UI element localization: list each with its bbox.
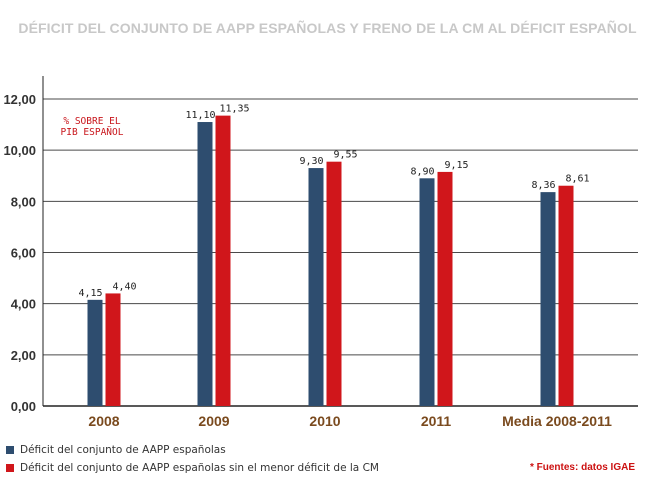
data-label-series-1: 11,10: [185, 110, 215, 121]
y-tick-label: 0,00: [11, 399, 36, 414]
data-label-series-2: 11,35: [219, 104, 249, 115]
x-tick-label: 2011: [421, 413, 452, 429]
legend-label-series-1: Déficit del conjunto de AAPP españolas: [20, 444, 226, 456]
bar-series-2: [437, 171, 453, 406]
bar-series-2: [558, 185, 574, 406]
y-tick-label: 4,00: [11, 297, 36, 312]
y-tick-label: 12,00: [3, 92, 36, 107]
annotation-label: PIB ESPAÑOL: [61, 127, 124, 138]
source-note: * Fuentes: datos IGAE: [529, 462, 635, 473]
x-tick-label: 2008: [88, 413, 119, 429]
data-label-series-2: 9,55: [333, 150, 357, 161]
y-tick-label: 8,00: [11, 194, 36, 209]
bar-series-1: [419, 178, 435, 406]
x-tick-label: Media 2008-2011: [502, 413, 612, 429]
data-label-series-1: 9,30: [299, 156, 323, 167]
data-label-series-1: 4,15: [78, 288, 102, 299]
bar-series-1: [197, 122, 213, 407]
bar-series-2: [215, 115, 231, 407]
bar-series-2: [326, 161, 342, 406]
legend-swatch-series-1: [6, 446, 14, 454]
y-tick-label: 10,00: [3, 143, 36, 158]
data-label-series-2: 4,40: [112, 281, 136, 292]
legend-item-series-2: Déficit del conjunto de AAPP españolas s…: [6, 462, 379, 474]
y-tick-label: 6,00: [11, 246, 36, 261]
legend-swatch-series-2: [6, 464, 14, 472]
data-label-series-1: 8,36: [531, 180, 555, 191]
data-label-series-1: 8,90: [410, 166, 434, 177]
bar-series-1: [87, 299, 103, 406]
bar-series-1: [540, 192, 556, 406]
x-tick-label: 2010: [309, 413, 340, 429]
legend-label-series-2: Déficit del conjunto de AAPP españolas s…: [20, 462, 379, 474]
x-tick-label: 2009: [198, 413, 229, 429]
bar-series-1: [308, 168, 324, 406]
data-label-series-2: 8,61: [565, 174, 589, 185]
y-tick-label: 2,00: [11, 348, 36, 363]
data-label-series-2: 9,15: [444, 160, 468, 171]
legend-item-series-1: Déficit del conjunto de AAPP españolas: [6, 444, 226, 456]
bar-series-2: [105, 293, 121, 406]
annotation-label: % SOBRE EL: [63, 116, 120, 127]
chart-title: DÉFICIT DEL CONJUNTO DE AAPP ESPAÑOLAS Y…: [18, 20, 637, 36]
